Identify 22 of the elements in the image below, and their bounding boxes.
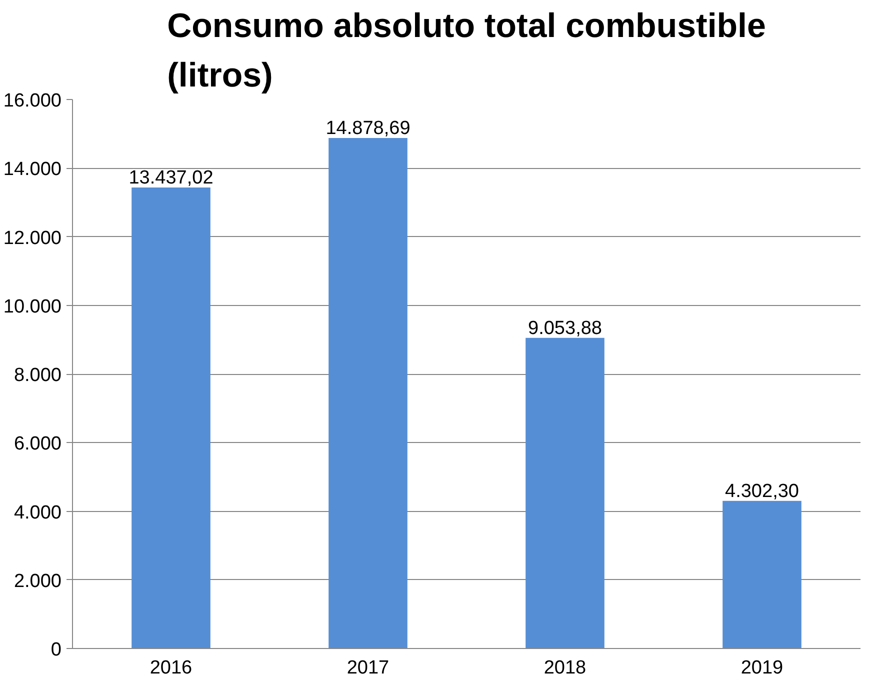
data-label: 14.878,69 bbox=[326, 118, 410, 139]
y-tick-label: 12.000 bbox=[3, 228, 62, 249]
x-tick-label: 2016 bbox=[150, 658, 192, 678]
data-label: 4.302,30 bbox=[725, 480, 799, 502]
y-tick-label: 14.000 bbox=[3, 159, 62, 180]
y-tick-label: 4.000 bbox=[14, 502, 62, 524]
bar bbox=[526, 338, 604, 648]
bar bbox=[722, 500, 802, 648]
y-tick-label: 10.000 bbox=[3, 296, 62, 318]
y-tick-label: 8.000 bbox=[14, 365, 62, 386]
x-tick-label: 2017 bbox=[346, 658, 390, 678]
x-tick-label: 2019 bbox=[740, 658, 784, 678]
data-label: 13.437,02 bbox=[128, 167, 214, 188]
y-tick-label: 2.000 bbox=[14, 570, 62, 592]
y-tick-label: 6.000 bbox=[14, 434, 62, 455]
y-tick-label: 0 bbox=[50, 640, 62, 660]
data-label: 9.053,88 bbox=[528, 318, 602, 339]
chart-title: Consumo absoluto total combustible (litros) bbox=[167, 7, 766, 94]
bar bbox=[132, 187, 210, 648]
y-tick-label: 16.000 bbox=[3, 90, 62, 112]
bar bbox=[328, 138, 408, 648]
x-tick-label: 2018 bbox=[544, 658, 586, 678]
